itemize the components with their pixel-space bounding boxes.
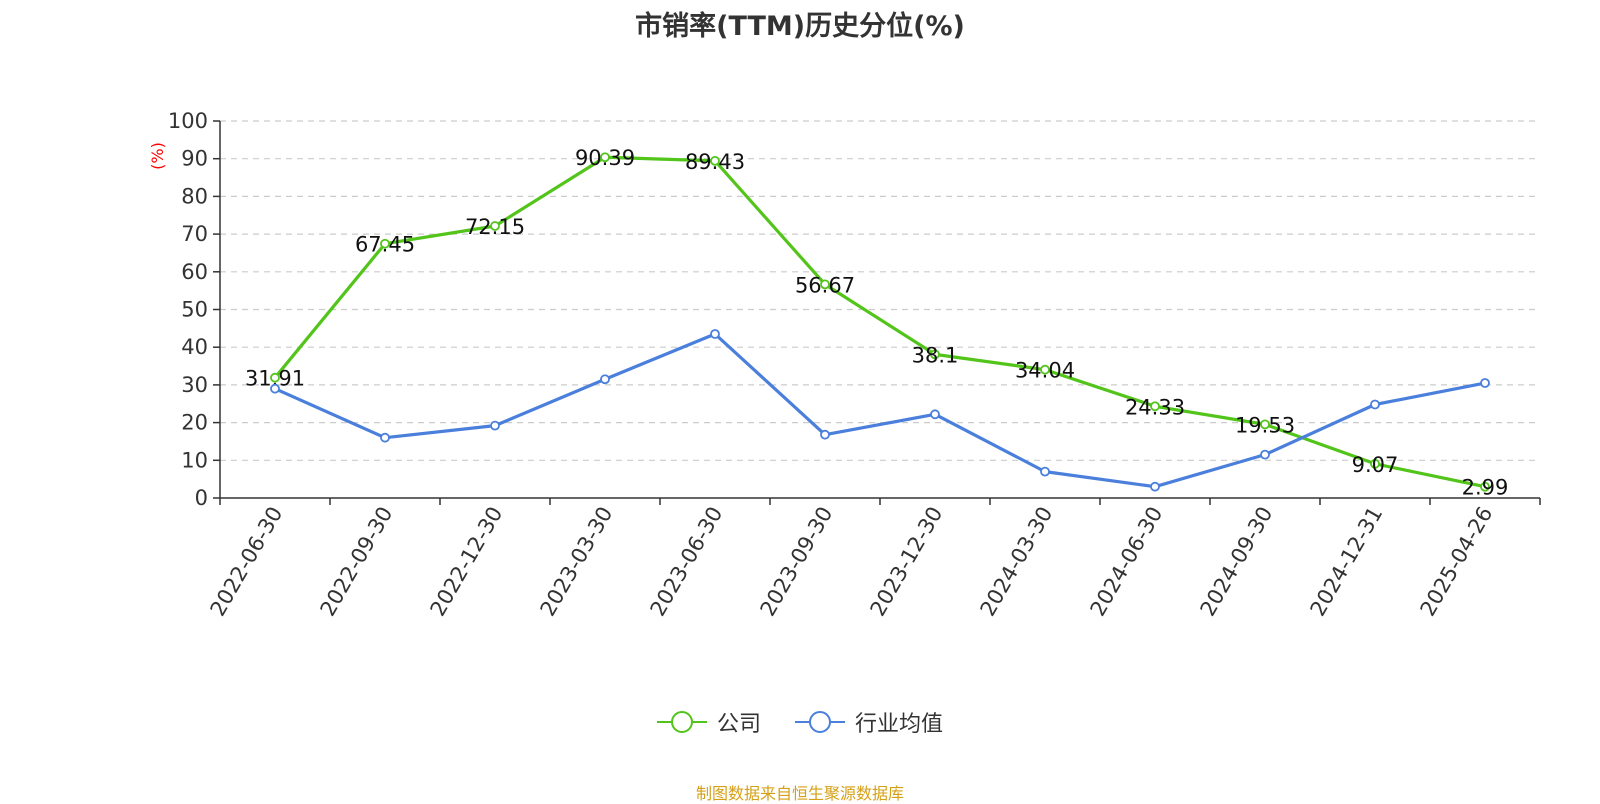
data-label: 89.43	[685, 150, 745, 174]
x-tick-label: 2023-06-30	[646, 503, 728, 621]
legend: 公司 行业均值	[0, 706, 1600, 738]
x-tick-label: 2022-09-30	[316, 503, 398, 621]
legend-industry-label: 行业均值	[855, 712, 944, 737]
y-axis-label: (%)	[148, 142, 167, 170]
legend-item-industry-avg[interactable]: 行业均值	[795, 706, 943, 738]
x-tick-label: 2023-12-30	[866, 503, 948, 621]
data-point	[930, 409, 940, 420]
y-tick-label: 90	[181, 147, 208, 171]
data-point	[1370, 399, 1380, 410]
data-label: 9.07	[1352, 453, 1399, 477]
data-point	[710, 329, 720, 339]
data-point	[820, 279, 830, 290]
data-label: 67.45	[355, 233, 415, 257]
y-tick-label: 80	[181, 184, 208, 208]
data-point	[490, 221, 500, 231]
y-tick-label: 70	[181, 222, 208, 246]
y-tick-label: 20	[181, 411, 208, 435]
legend-company-label: 公司	[716, 712, 761, 737]
y-tick-label: 10	[181, 448, 208, 472]
data-point	[1040, 466, 1050, 477]
x-tick-label: 2025-04-26	[1416, 503, 1498, 621]
data-point	[820, 429, 830, 440]
data-point	[710, 155, 720, 166]
x-tick-label: 2022-06-30	[206, 503, 288, 621]
data-point	[270, 383, 280, 394]
legend-industry-circle	[809, 711, 831, 733]
data-point	[1150, 401, 1160, 412]
x-tick-label: 2022-12-30	[426, 503, 508, 621]
data-point	[1260, 449, 1270, 460]
data-label: 24.33	[1125, 395, 1185, 419]
y-tick-label: 60	[181, 260, 208, 284]
x-tick-label: 2024-06-30	[1086, 503, 1168, 621]
source-note: 制图数据来自恒生聚源数据库	[695, 784, 904, 803]
series-line-company	[273, 155, 1486, 489]
y-tick-label: 30	[181, 373, 208, 397]
x-tick-label: 2024-09-30	[1196, 503, 1278, 621]
x-tick-label: 2023-09-30	[756, 503, 838, 621]
data-point	[490, 420, 500, 431]
y-tick-label: 100	[168, 109, 208, 133]
y-tick-label: 0	[195, 486, 208, 510]
data-label: 34.04	[1015, 359, 1075, 383]
x-tick-label: 2023-03-30	[536, 503, 618, 621]
legend-item-company[interactable]: 公司	[656, 706, 761, 738]
data-label: 56.67	[795, 273, 855, 297]
chart-title: 市销率(TTM)历史分位(%)	[635, 11, 965, 42]
data-label: 38.1	[912, 343, 959, 367]
data-point	[600, 152, 610, 163]
data-point	[380, 238, 390, 249]
legend-industry-marker-icon	[795, 710, 845, 734]
y-tick-label: 40	[181, 335, 208, 359]
series-line-industry-avg	[274, 332, 1486, 489]
y-tick-label: 50	[181, 298, 208, 322]
data-point	[600, 374, 610, 385]
data-point	[380, 432, 390, 443]
data-point	[1480, 481, 1490, 492]
data-label: 19.53	[1235, 413, 1295, 437]
x-tick-label: 2024-12-31	[1306, 503, 1388, 621]
data-point	[270, 372, 280, 383]
data-label: 72.15	[465, 215, 525, 239]
data-point	[1480, 378, 1490, 388]
data-point	[1040, 364, 1050, 375]
data-point	[1150, 481, 1160, 492]
x-tick-label: 2024-03-30	[976, 503, 1058, 621]
data-label: 2.99	[1462, 476, 1509, 500]
data-point	[1260, 419, 1270, 430]
data-label: 90.39	[575, 146, 635, 170]
legend-company-marker-icon	[656, 710, 707, 734]
data-point	[1370, 458, 1380, 469]
data-point	[930, 349, 940, 360]
legend-company-circle	[670, 711, 693, 733]
